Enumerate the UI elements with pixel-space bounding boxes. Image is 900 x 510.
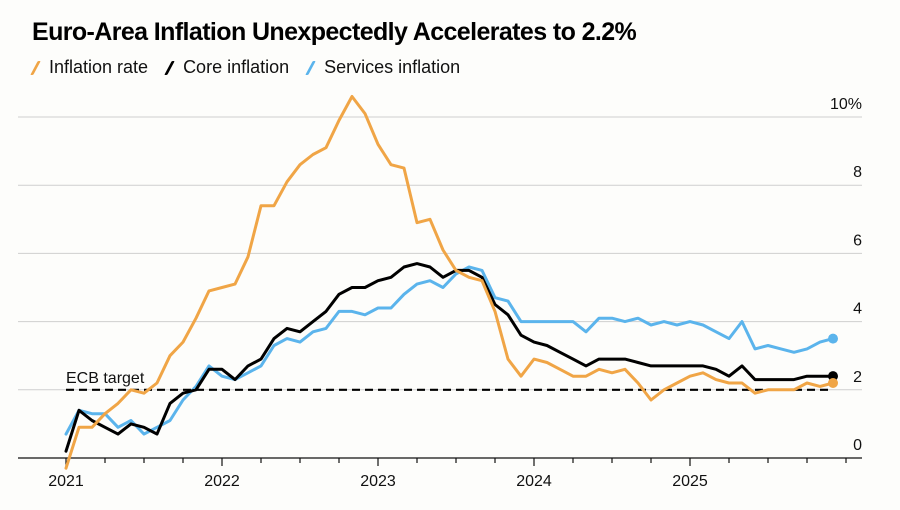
ecb-target-label: ECB target xyxy=(66,370,145,387)
chart-title: Euro-Area Inflation Unexpectedly Acceler… xyxy=(32,18,637,46)
x-tick-label-2025: 2025 xyxy=(672,473,708,490)
y-tick-label-10: 10% xyxy=(830,96,862,113)
y-tick-label-4: 4 xyxy=(853,301,862,318)
x-tick-label-2024: 2024 xyxy=(516,473,552,490)
legend-item-core-inflation: Core inflation xyxy=(162,57,289,78)
x-tick-label-2021: 2021 xyxy=(48,473,84,490)
x-axis: 2021 2022 2023 2024 2025 xyxy=(18,457,862,490)
ecb-target-reference: ECB target xyxy=(66,370,833,391)
legend: Inflation rate Core inflation Services i… xyxy=(28,57,460,78)
x-tick-label-2023: 2023 xyxy=(360,473,396,490)
legend-item-services-inflation: Services inflation xyxy=(303,57,460,78)
series-line-core-inflation xyxy=(64,262,835,453)
legend-label-services-inflation: Services inflation xyxy=(324,57,461,77)
end-marker-inflation-rate xyxy=(828,377,838,388)
end-marker-services-inflation xyxy=(828,333,838,344)
series-line-services-inflation xyxy=(64,265,835,436)
series-line-inflation-rate xyxy=(64,95,835,470)
legend-label-core-inflation: Core inflation xyxy=(183,57,290,77)
y-tick-label-6: 6 xyxy=(853,232,862,249)
y-tick-label-8: 8 xyxy=(853,164,862,181)
x-tick-label-2022: 2022 xyxy=(204,473,240,490)
legend-label-inflation-rate: Inflation rate xyxy=(49,57,149,77)
y-tick-label-0: 0 xyxy=(853,437,862,454)
series-lines xyxy=(64,95,838,470)
legend-item-inflation-rate: Inflation rate xyxy=(28,57,148,78)
y-axis-labels: 0 2 4 6 8 10% xyxy=(830,96,862,454)
y-tick-label-2: 2 xyxy=(853,369,862,386)
gridlines xyxy=(18,116,862,391)
